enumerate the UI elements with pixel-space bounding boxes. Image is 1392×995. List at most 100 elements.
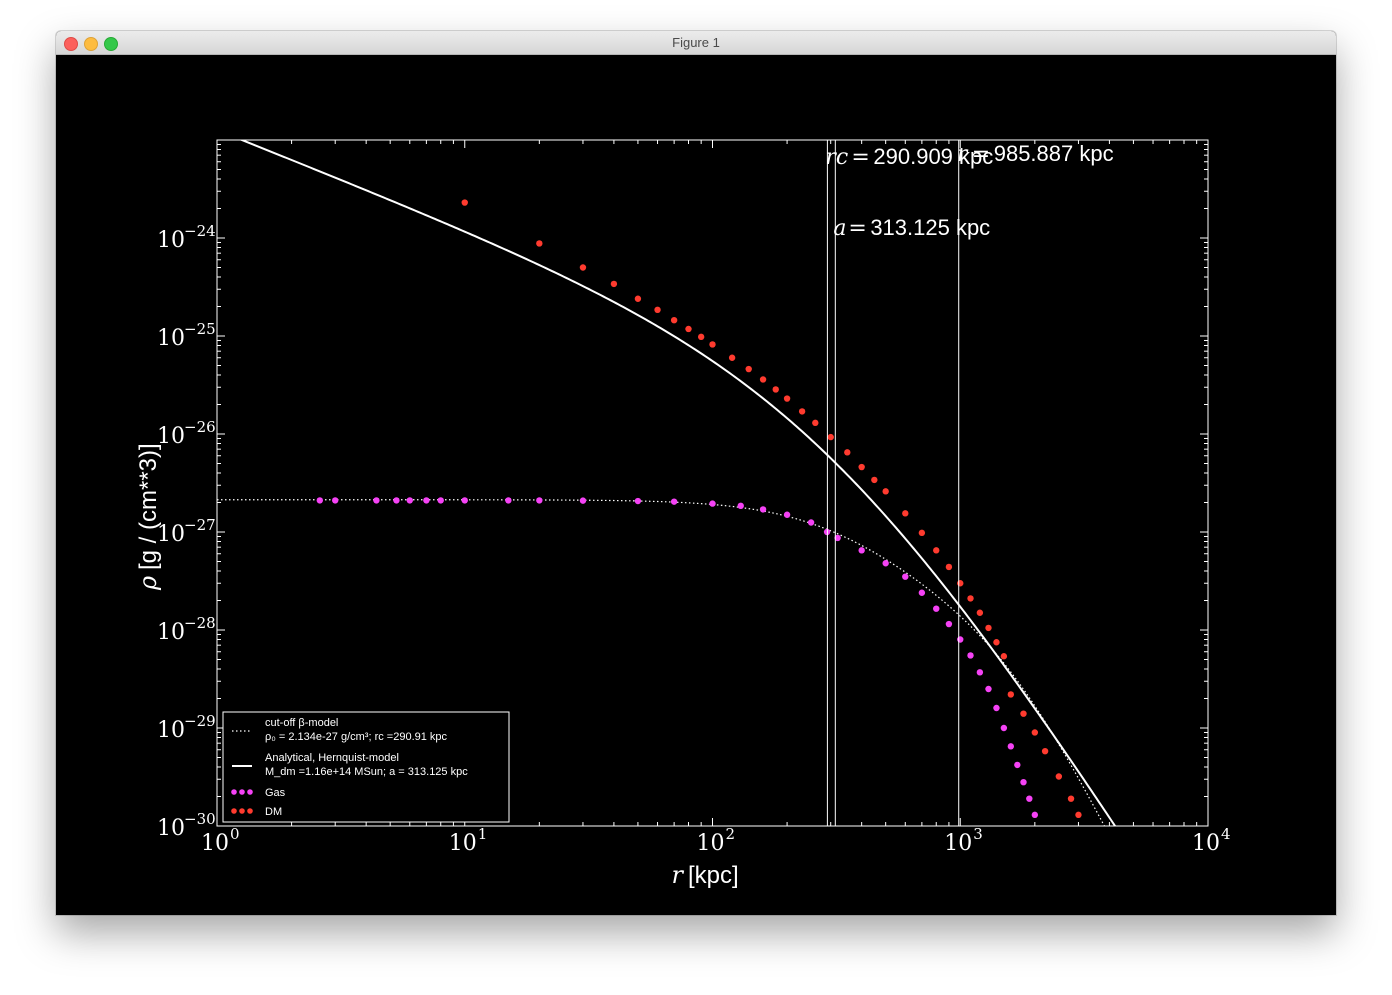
vline-label-value: 985.887 kpc [994, 141, 1114, 166]
window-title: Figure 1 [672, 35, 720, 50]
legend-gas-label: Gas [265, 787, 286, 799]
x-tick-base: 10 [697, 831, 725, 856]
gas-point [634, 497, 642, 505]
close-button[interactable] [64, 37, 78, 51]
legend-beta-line1: cut-off β-model [265, 717, 338, 729]
dm-point [967, 595, 974, 602]
y-tick-exp: −28 [184, 614, 216, 632]
dm-point [976, 609, 984, 616]
legend-dm-swatch [231, 808, 237, 814]
gas-point [957, 636, 964, 643]
figure-canvas: 10 0 10 1 10 2 10 3 10 4 10 −24 10 −25 10 −26 10 −27 10 −28… [56, 55, 1336, 915]
vline-label-a: a = 313.125 kpc [833, 215, 990, 241]
dm-point [957, 580, 964, 587]
vline-label-eq: = [851, 145, 869, 170]
dm-point [882, 488, 889, 495]
dm-point [933, 547, 940, 554]
gas-point [1000, 724, 1008, 732]
gas-point [918, 589, 926, 596]
legend-gas-swatch [231, 789, 237, 795]
vline-label-var: a [833, 216, 846, 241]
dm-point [461, 199, 468, 206]
y-tick-exp: −27 [184, 516, 216, 534]
gas-point [993, 704, 1000, 712]
legend-dm-swatch [239, 808, 245, 814]
dm-point [697, 333, 705, 341]
gas-point [709, 500, 716, 507]
y-tick-base: 10 [157, 620, 185, 645]
maximize-button[interactable] [104, 37, 118, 51]
x-axis-label-var: r [672, 861, 685, 889]
gas-point [536, 497, 543, 504]
y-tick-base: 10 [157, 816, 185, 841]
gas-point [1007, 743, 1015, 750]
gas-point [1031, 811, 1039, 819]
gas-point [933, 605, 940, 612]
y-tick-label: 10 −25 [157, 320, 216, 351]
legend-hernquist-line2: M_dm =1.16e+14 MSun; a = 313.125 kpc [265, 766, 468, 778]
dm-point [1075, 811, 1082, 819]
y-tick-exp: −30 [184, 810, 216, 828]
gas-point [1014, 761, 1021, 769]
x-tick-base: 10 [944, 831, 972, 856]
gas-point [967, 652, 974, 659]
y-axis-label-unit: [g / (cm**3)] [135, 443, 162, 570]
gas-point [737, 502, 744, 510]
gas-point [393, 497, 400, 504]
legend-box [222, 711, 510, 823]
x-tick-exp: 3 [973, 825, 983, 843]
gas-point [834, 534, 841, 542]
dm-point [1055, 773, 1063, 780]
y-tick-label: 10 −28 [157, 614, 216, 645]
dm-point [685, 325, 692, 333]
dm-point [728, 354, 736, 361]
y-tick-base: 10 [157, 228, 185, 253]
gas-point [316, 497, 324, 504]
hernquist-model-line [239, 140, 1117, 826]
gas-point [670, 498, 678, 505]
gas-point [332, 497, 339, 504]
x-tick-label: 10 1 [449, 825, 488, 856]
x-tick-label: 10 3 [944, 825, 983, 856]
legend-gas-swatch [247, 789, 253, 795]
gas-point [759, 506, 767, 513]
gas-point [985, 685, 992, 693]
dm-point [745, 365, 752, 373]
vline-label-value: 313.125 kpc [870, 215, 990, 240]
dm-point [1067, 795, 1075, 802]
dm-point [812, 419, 819, 427]
x-tick-label: 10 0 [201, 825, 240, 856]
y-tick-base: 10 [157, 424, 185, 449]
gas-point [858, 547, 865, 554]
y-tick-label: 10 −29 [157, 712, 216, 743]
y-tick-label: 10 −27 [157, 516, 216, 547]
x-tick-base: 10 [1192, 831, 1220, 856]
legend-dm-swatch [247, 808, 253, 814]
gas-point [1026, 795, 1033, 802]
titlebar[interactable]: Figure 1 [56, 31, 1336, 55]
x-tick-exp: 2 [726, 825, 736, 843]
dm-point [1041, 747, 1049, 755]
gas-point [945, 620, 953, 628]
vline-label-var: rc [825, 145, 848, 170]
y-axis-label-var: ρ [134, 576, 162, 591]
legend-gas-swatch [239, 789, 245, 795]
gas-point [1020, 778, 1027, 786]
gas-point [902, 573, 909, 580]
gas-point [406, 497, 413, 504]
dm-point [798, 408, 806, 415]
dm-point [902, 510, 909, 517]
y-tick-exp: −24 [184, 222, 216, 240]
gas-point [373, 497, 380, 504]
dm-point [579, 264, 587, 271]
x-tick-label: 10 2 [697, 825, 736, 856]
dm-point [654, 306, 661, 314]
y-tick-label: 10 −26 [157, 418, 216, 449]
vline-label-eq: = [848, 216, 866, 241]
minimize-button[interactable] [84, 37, 98, 51]
vline-label-eq: = [972, 142, 990, 167]
dm-point [670, 316, 678, 324]
dm-point [985, 624, 992, 632]
legend-dm-label: DM [265, 806, 282, 818]
